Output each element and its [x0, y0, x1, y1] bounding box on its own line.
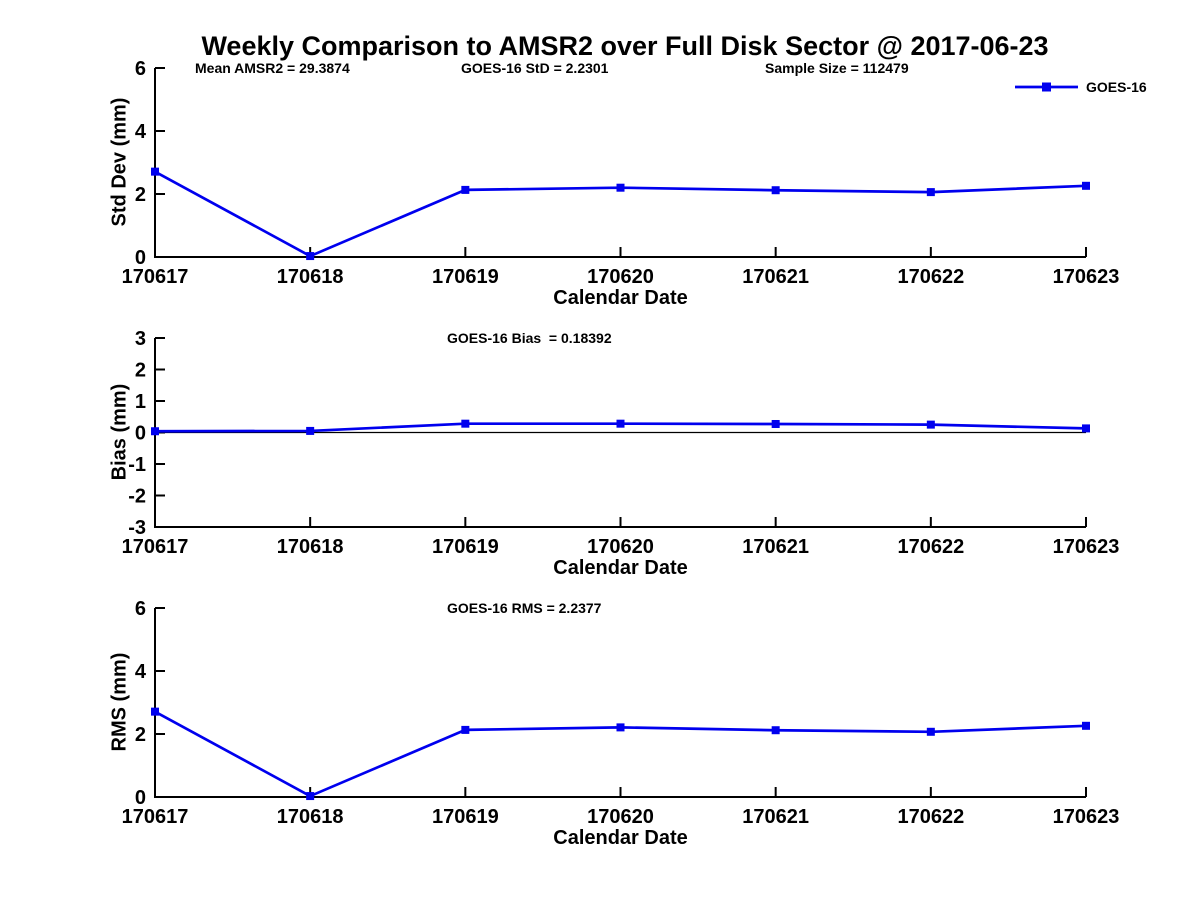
stddev-plot-y-tick-label: 6: [135, 58, 146, 80]
rms-plot-axes: [154, 608, 1086, 798]
bias-plot-y-tick-label: -1: [128, 454, 146, 476]
stddev-plot: 0 2 4 6 170617 170618 170619 170620 170621 170622…: [122, 58, 1120, 288]
rms-plot-marker: [1082, 721, 1090, 730]
bias-plot-marker: [926, 420, 935, 429]
bias-x-axis-label: Calendar Date: [553, 557, 688, 579]
rms-annotation: GOES-16 RMS = 2.2377: [447, 600, 602, 616]
bias-plot-x-tick-label: 170621: [742, 536, 809, 558]
bias-plot-x-tick-label: 170622: [897, 536, 964, 558]
stddev-plot-marker: [306, 252, 315, 261]
stddev-plot-x-tick-label: 170617: [122, 266, 189, 288]
bias-plot-x-tick-label: 170617: [122, 536, 189, 558]
rms-plot-x-tick-label: 170618: [277, 806, 344, 828]
rms-plot-marker: [151, 707, 159, 716]
rms-plot-x-tick-label: 170622: [897, 806, 964, 828]
bias-plot-y-tick-label: 0: [135, 423, 146, 445]
rms-plot-x-tick-label: 170623: [1053, 806, 1120, 828]
rms-plot-marker: [461, 725, 470, 734]
rms-plot-y-tick-label: 6: [135, 598, 146, 620]
stddev-plot-marker: [151, 167, 159, 176]
rms-plot-marker: [306, 792, 315, 801]
rms-plot-marker: [616, 723, 625, 732]
bias-plot-marker: [151, 427, 159, 436]
bias-plot-marker: [461, 419, 470, 428]
stat-goes16-std: GOES-16 StD = 2.2301: [461, 60, 609, 76]
bias-plot-y-tick-label: 2: [135, 360, 146, 382]
stddev-plot-x-tick-label: 170620: [587, 266, 654, 288]
bias-plot-y-tick-label: 1: [135, 391, 146, 413]
bias-plot-x-tick-label: 170619: [432, 536, 499, 558]
stddev-plot-x-tick-label: 170619: [432, 266, 499, 288]
bias-plot-marker: [771, 419, 780, 428]
stddev-plot-marker: [926, 188, 935, 197]
legend-swatch: [1015, 82, 1078, 92]
stddev-y-axis-label: Std Dev (mm): [108, 97, 131, 227]
rms-plot-x-tick-label: 170617: [122, 806, 189, 828]
rms-y-axis-label: RMS (mm): [108, 652, 131, 752]
bias-plot-y-tick-label: -3: [128, 517, 146, 539]
stddev-plot-marker: [616, 183, 625, 192]
rms-plot-x-tick-label: 170620: [587, 806, 654, 828]
stddev-plot-marker: [461, 185, 470, 194]
bias-plot-y-tick-label: -2: [128, 486, 146, 508]
bias-plot-marker: [306, 426, 315, 435]
stddev-plot-marker: [771, 186, 780, 195]
rms-plot-marker: [926, 727, 935, 736]
rms-plot: 0 2 4 6 170617 170618 170619 170620 170621 170622…: [122, 598, 1120, 828]
stddev-plot-x-tick-label: 170622: [897, 266, 964, 288]
rms-plot-x-tick-label: 170619: [432, 806, 499, 828]
bias-plot-marker: [1082, 424, 1090, 433]
bias-y-axis-label: Bias (mm): [108, 383, 131, 481]
bias-plot-x-tick-label: 170618: [277, 536, 344, 558]
stddev-plot-x-tick-label: 170621: [742, 266, 809, 288]
rms-plot-y-tick-label: 2: [135, 724, 146, 746]
figure-title: Weekly Comparison to AMSR2 over Full Dis…: [201, 31, 1049, 61]
stddev-plot-marker: [1082, 181, 1090, 190]
rms-x-axis-label: Calendar Date: [553, 827, 688, 849]
bias-plot-marker: [616, 419, 625, 428]
stddev-plot-y-tick-label: 2: [135, 184, 146, 206]
stddev-x-axis-label: Calendar Date: [553, 287, 688, 309]
stddev-plot-x-tick-label: 170618: [277, 266, 344, 288]
stddev-plot-y-tick-label: 4: [135, 121, 147, 143]
bias-plot-y-tick-label: 3: [135, 328, 146, 350]
stat-sample-size: Sample Size = 112479: [765, 60, 909, 76]
stddev-plot-axes: [154, 68, 1086, 258]
legend-label: GOES-16: [1086, 79, 1147, 95]
legend-marker: [1042, 82, 1051, 92]
stddev-plot-x-tick-label: 170623: [1053, 266, 1120, 288]
bias-plot-x-tick-label: 170623: [1053, 536, 1120, 558]
stddev-plot-y-tick-label: 0: [135, 247, 146, 269]
bias-plot-x-tick-label: 170620: [587, 536, 654, 558]
rms-plot-x-tick-label: 170621: [742, 806, 809, 828]
stat-mean-amsr2: Mean AMSR2 = 29.3874: [195, 60, 350, 76]
rms-plot-marker: [771, 726, 780, 735]
rms-plot-y-tick-label: 4: [135, 661, 147, 683]
rms-plot-y-tick-label: 0: [135, 787, 146, 809]
bias-annotation: GOES-16 Bias = 0.18392: [447, 330, 612, 346]
